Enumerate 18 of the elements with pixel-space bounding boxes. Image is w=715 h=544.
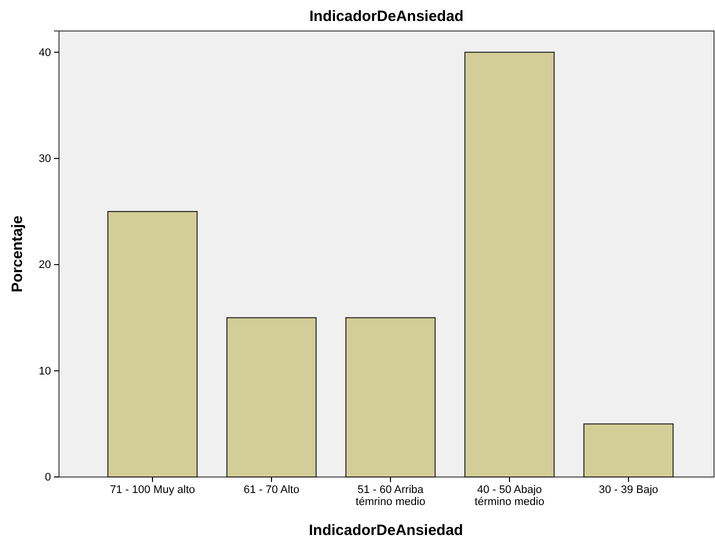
x-tick-label: 51 - 60 Arriba témrino medio [356, 484, 426, 508]
x-tick-label: 61 - 70 Alto [244, 484, 300, 496]
x-tick-label: 40 - 50 Abajo término medio [474, 484, 544, 508]
y-axis-title: Porcentaje [9, 216, 26, 292]
chart-title: IndicadorDeAnsiedad [309, 8, 464, 25]
x-tick-label: 71 - 100 Muy alto [110, 484, 195, 496]
bar [107, 211, 198, 478]
y-tick-label: 30 [38, 152, 51, 165]
y-tick-label: 40 [38, 46, 51, 59]
x-tick-label: 30 - 39 Bajo [598, 484, 658, 496]
y-tick-label: 20 [38, 259, 51, 272]
bar [583, 423, 674, 478]
bar [464, 52, 555, 478]
y-tick-label: 0 [44, 472, 51, 484]
bar [226, 317, 317, 478]
y-tick-label: 10 [38, 365, 51, 378]
bar [345, 317, 436, 478]
x-axis-title: IndicadorDeAnsiedad [308, 522, 464, 539]
